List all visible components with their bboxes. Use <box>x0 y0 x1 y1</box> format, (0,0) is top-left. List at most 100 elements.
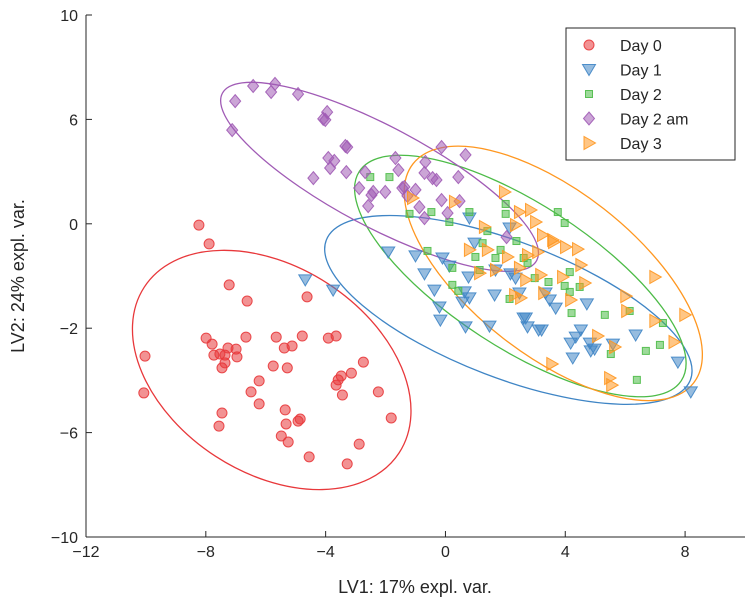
point-day-0 <box>275 430 287 442</box>
point-day-3 <box>474 265 488 281</box>
point-day-1 <box>548 302 564 316</box>
legend-item-day-0: Day 0 <box>583 38 662 55</box>
point-day-1 <box>380 246 396 259</box>
point-day-2-am <box>323 160 337 176</box>
point-day-3 <box>535 267 549 283</box>
point-day-3 <box>621 303 635 319</box>
point-day-3 <box>548 234 562 250</box>
point-day-3 <box>489 262 503 278</box>
point-day-3 <box>501 249 515 265</box>
point-day-1 <box>297 274 313 287</box>
point-day-2 <box>501 199 510 208</box>
point-day-0 <box>253 375 265 387</box>
x-tick-label: 8 <box>681 544 690 561</box>
ellipse-day-3 <box>403 145 704 402</box>
point-day-0 <box>213 420 225 432</box>
point-day-2 <box>501 209 510 218</box>
ticks: −12 −8 −4 0 4 8 10 6 0 −2 −6 −10 <box>51 8 690 561</box>
point-day-1 <box>462 292 477 305</box>
point-day-0 <box>231 351 243 363</box>
point-day-2 <box>560 281 569 290</box>
legend-marker-day-1-icon <box>581 64 597 77</box>
point-day-1 <box>417 268 432 281</box>
point-day-1 <box>573 324 589 338</box>
point-day-1 <box>426 284 442 298</box>
point-day-1 <box>518 312 534 326</box>
point-day-0 <box>206 338 218 350</box>
x-axis-label: LV1: 17% expl. var. <box>338 577 492 597</box>
point-day-3 <box>579 275 593 291</box>
legend-marker-day-0-icon <box>583 39 595 51</box>
point-day-0 <box>139 350 151 362</box>
point-day-2-am <box>459 147 472 163</box>
point-day-3 <box>560 239 574 255</box>
point-day-0 <box>203 238 215 250</box>
legend-label: Day 3 <box>620 136 662 153</box>
point-day-2 <box>523 258 532 267</box>
point-day-0 <box>301 291 313 303</box>
point-day-1 <box>432 314 448 328</box>
point-day-1 <box>534 324 549 338</box>
point-day-1 <box>435 252 450 265</box>
y-tick-label: 6 <box>69 112 78 129</box>
x-tick-label: −12 <box>72 544 99 561</box>
point-day-2 <box>427 208 436 217</box>
point-day-2 <box>491 253 500 262</box>
legend-label: Day 2 am <box>620 112 688 129</box>
point-day-0 <box>341 458 353 470</box>
point-day-3 <box>668 334 682 350</box>
point-day-0 <box>303 451 315 463</box>
point-day-2-am <box>398 179 411 195</box>
x-tick-label: −8 <box>197 544 215 561</box>
point-day-1 <box>565 352 581 365</box>
point-day-3 <box>532 244 546 260</box>
point-day-2-am <box>389 150 402 166</box>
point-day-2 <box>454 286 463 295</box>
legend-item-day-3: Day 3 <box>583 135 662 153</box>
point-day-3 <box>620 288 634 304</box>
point-day-0 <box>282 436 294 448</box>
point-day-1 <box>461 271 476 285</box>
series-day-0 <box>138 219 397 470</box>
point-day-2-am <box>500 229 513 245</box>
point-day-1 <box>432 301 447 315</box>
point-day-0 <box>294 413 306 425</box>
point-day-3 <box>407 190 421 206</box>
point-day-2 <box>565 268 574 277</box>
point-day-0 <box>385 412 397 424</box>
point-day-0 <box>345 367 357 379</box>
point-day-2 <box>560 219 569 228</box>
y-tick-label: 10 <box>60 8 78 25</box>
point-day-0 <box>216 407 228 419</box>
point-day-1 <box>520 321 535 334</box>
legend: Day 0 Day 1 Day 2 Day 2 am Day 3 <box>565 27 736 161</box>
point-day-1 <box>579 298 595 311</box>
point-day-0 <box>240 331 252 343</box>
point-day-2-am <box>340 164 353 180</box>
point-day-2 <box>658 318 667 327</box>
point-day-2-am <box>392 162 405 178</box>
point-day-0 <box>280 418 292 430</box>
point-day-2-am <box>430 172 443 188</box>
series-day-3 <box>407 184 693 393</box>
point-day-2-am <box>353 180 366 196</box>
point-day-2 <box>465 208 474 217</box>
point-day-3 <box>478 219 492 235</box>
legend-marker-day-2-am-icon <box>582 111 596 126</box>
point-day-3 <box>592 328 606 344</box>
point-day-0 <box>253 398 265 410</box>
point-day-3 <box>575 257 589 273</box>
point-day-2 <box>544 278 553 287</box>
point-day-2 <box>512 237 521 246</box>
legend-item-day-2-am: Day 2 am <box>582 111 688 129</box>
point-day-1 <box>563 337 579 351</box>
y-tick-label: 0 <box>69 217 78 234</box>
point-day-2-am <box>452 169 465 185</box>
x-tick-label: 4 <box>561 544 570 561</box>
point-day-0 <box>270 331 282 343</box>
point-day-2 <box>655 340 664 349</box>
point-day-0 <box>267 360 279 372</box>
point-day-0 <box>223 279 235 291</box>
point-day-1 <box>568 331 584 345</box>
point-day-0 <box>330 379 342 391</box>
